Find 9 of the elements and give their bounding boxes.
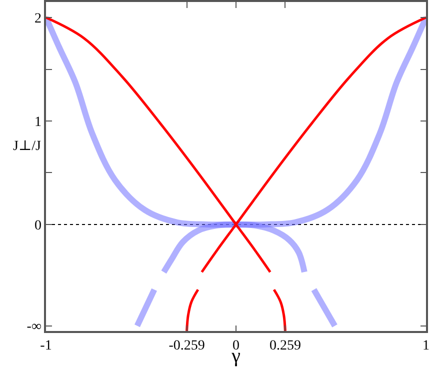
x-tick-label: -1 xyxy=(40,338,52,354)
x-tick-label: 0.259 xyxy=(269,338,301,354)
x-tick-label: -0.259 xyxy=(168,338,205,354)
y-axis-title: J⊥/J xyxy=(13,139,42,154)
y-tick-label: 1 xyxy=(34,114,42,130)
y-tick-label: 0 xyxy=(34,218,42,234)
x-tick-label: 1 xyxy=(422,338,430,354)
y-tick-label: -∞ xyxy=(26,320,42,335)
y-tick-label: 2 xyxy=(34,11,42,26)
